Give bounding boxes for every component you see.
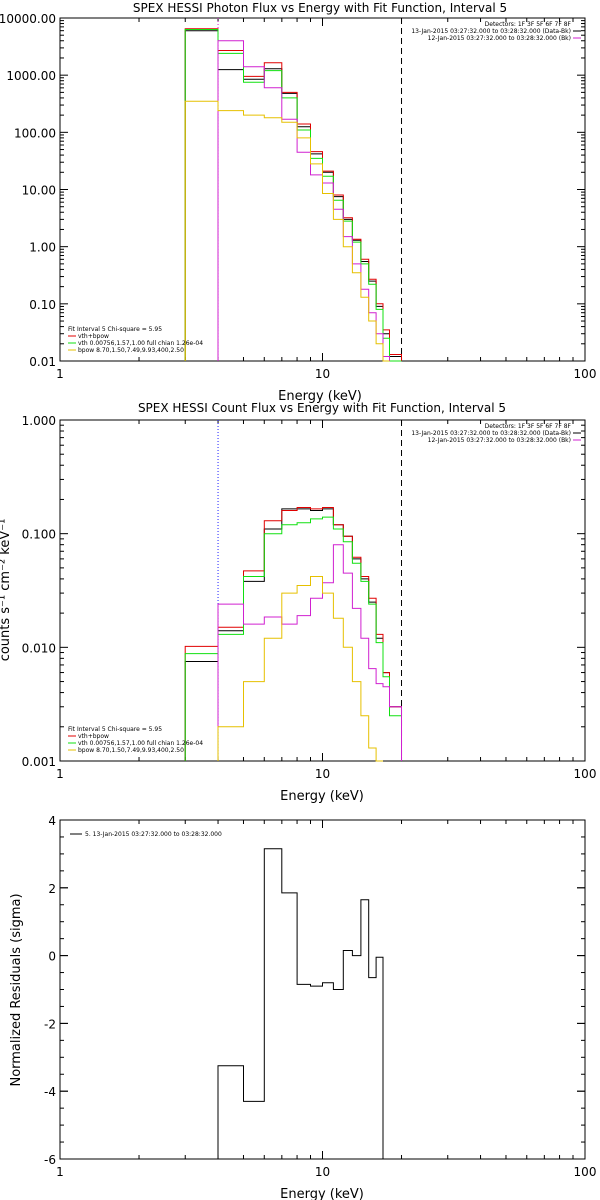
series-line-green bbox=[184, 516, 402, 761]
x-tick-label: 100 bbox=[574, 367, 597, 381]
y-tick-label: 0.01 bbox=[29, 355, 56, 369]
y-tick-label: 0.100 bbox=[22, 528, 56, 542]
panel-count-flux: SPEX HESSI Count Flux vs Energy with Fit… bbox=[0, 401, 596, 804]
y-tick-label: 0.010 bbox=[22, 641, 56, 655]
y-tick-label: 10.00 bbox=[22, 184, 56, 198]
legend-text: 12-Jan-2015 03:27:32.000 to 03:28:32.000… bbox=[428, 437, 571, 444]
legend-header: Fit Interval 5 Chi-square = 5.95 bbox=[68, 726, 162, 733]
legend-entry: vth 0.00756,1.57,1.00 full chian 1.26e-0… bbox=[78, 340, 203, 347]
series-line-black bbox=[217, 848, 384, 1159]
y-axis-label: counts s⁻¹ cm⁻² keV⁻¹ bbox=[0, 519, 13, 662]
y-tick-label: -4 bbox=[44, 1085, 56, 1099]
series-line-green bbox=[184, 29, 402, 362]
legend-header: Fit Interval 5 Chi-square = 5.95 bbox=[68, 326, 162, 333]
series-line-gold bbox=[217, 576, 383, 762]
y-tick-label: -6 bbox=[44, 1153, 56, 1167]
y-tick-label: 2 bbox=[48, 882, 56, 896]
x-tick-label: 100 bbox=[574, 767, 597, 781]
x-tick-label: 10 bbox=[315, 1165, 330, 1179]
x-tick-label: 100 bbox=[574, 1165, 597, 1179]
y-tick-label: 0.001 bbox=[22, 755, 56, 769]
x-axis-label: Energy (keV) bbox=[278, 389, 362, 404]
legend-text: Detectors: 1F 3F 5F 6F 7F 8F bbox=[485, 21, 572, 28]
legend-entry: bpow 8.70,1.50,7.49,9.93,400,2.50 bbox=[78, 747, 184, 754]
x-tick-label: 10 bbox=[315, 367, 330, 381]
legend-text: 12-Jan-2015 03:27:32.000 to 03:28:32.000… bbox=[428, 35, 571, 42]
x-tick-label: 1 bbox=[56, 1165, 64, 1179]
x-tick-label: 1 bbox=[56, 767, 64, 781]
legend-entry: vth+bpow bbox=[78, 733, 109, 740]
plot-frame bbox=[59, 819, 586, 1160]
y-tick-label: 1000.00 bbox=[6, 69, 56, 83]
x-tick-label: 1 bbox=[56, 367, 64, 381]
legend-text: 13-Jan-2015 03:27:32.000 to 03:28:32.000… bbox=[411, 430, 571, 437]
legend-entry: 5. 13-Jan-2015 03:27:32.000 to 03:28:32.… bbox=[85, 831, 222, 838]
y-tick-label: 0 bbox=[48, 950, 56, 964]
x-axis-label: Energy (keV) bbox=[280, 789, 364, 804]
y-tick-label: 1.000 bbox=[22, 414, 56, 428]
y-tick-label: 10000.00 bbox=[0, 12, 56, 26]
legend-entry: vth 0.00756,1.57,1.00 full chian 1.26e-0… bbox=[78, 740, 203, 747]
legend-text: 13-Jan-2015 03:27:32.000 to 03:28:32.000… bbox=[411, 28, 571, 35]
y-tick-label: 100.00 bbox=[14, 126, 56, 140]
x-axis-label: Energy (keV) bbox=[280, 1187, 364, 1200]
series-line-red bbox=[184, 507, 402, 761]
chart-title: SPEX HESSI Count Flux vs Energy with Fit… bbox=[138, 401, 506, 415]
chart-title: SPEX HESSI Photon Flux vs Energy with Fi… bbox=[133, 1, 507, 15]
legend-entry: bpow 8.70,1.50,7.49,9.93,400,2.50 bbox=[78, 347, 184, 354]
series-line-magenta bbox=[217, 40, 390, 361]
legend-entry: vth+bpow bbox=[78, 333, 109, 340]
y-tick-label: 0.10 bbox=[29, 298, 56, 312]
series-line-gold bbox=[184, 100, 390, 362]
y-tick-label: 1.00 bbox=[29, 241, 56, 255]
y-tick-label: -2 bbox=[44, 1017, 56, 1031]
legend-text: Detectors: 1F 3F 5F 6F 7F 8F bbox=[485, 423, 572, 430]
y-tick-label: 4 bbox=[48, 814, 56, 828]
panel-residuals: Normalized Residuals (sigma) Energy (keV… bbox=[9, 814, 596, 1200]
x-tick-label: 10 bbox=[315, 767, 330, 781]
y-axis-label: Normalized Residuals (sigma) bbox=[9, 893, 24, 1086]
series-line-magenta bbox=[217, 544, 402, 761]
panel-photon-flux: SPEX HESSI Photon Flux vs Energy with Fi… bbox=[0, 1, 596, 404]
